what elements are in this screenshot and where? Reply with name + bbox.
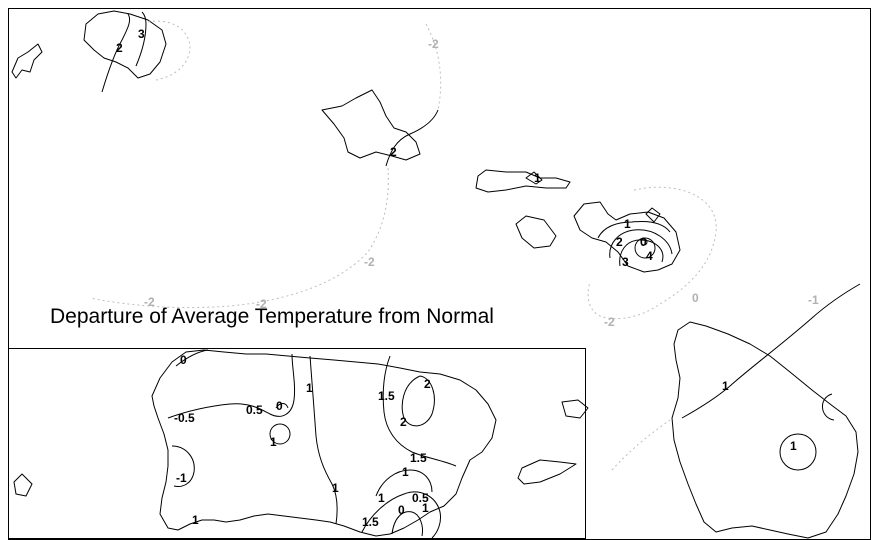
inset-label-k: 2 xyxy=(424,377,431,391)
label-maui-neg-a: 0 xyxy=(692,291,699,305)
inset-label-c: 0.5 xyxy=(246,403,263,417)
isotherm-oahu xyxy=(385,109,439,167)
hawaii-contour-labels: 2 3 -2 2 -2 -2 -2 1 1 2 3 4 0 0 -2 1 1 -… xyxy=(116,27,819,453)
inset-label-m: 1.5 xyxy=(410,451,427,465)
inset-label-q: 0 xyxy=(398,503,405,517)
label-kauai-b: 3 xyxy=(138,27,145,41)
isotherm-bigisland-b xyxy=(779,433,817,471)
inset-label-p: 1.5 xyxy=(362,515,379,529)
inset-label-f: 1 xyxy=(306,381,313,395)
inset-label-a: 0 xyxy=(180,353,187,367)
inset-iso-1-loop-a xyxy=(269,423,291,445)
label-molokai: 1 xyxy=(534,171,541,185)
label-maui-neg-b: -2 xyxy=(604,315,615,329)
big-island-bay xyxy=(822,393,835,421)
lanai-island xyxy=(515,215,557,249)
hawaii-isotherms xyxy=(101,11,861,471)
inset-label-b: -0.5 xyxy=(174,411,195,425)
inset-label-r: 0.5 xyxy=(412,491,429,505)
inset-iso-0-mid xyxy=(275,403,289,409)
hawaii-neg-isotherms xyxy=(89,20,717,471)
label-bigisland-neg: -1 xyxy=(808,293,819,307)
hawaii-coastlines xyxy=(11,10,859,539)
label-maui-c: 3 xyxy=(622,255,629,269)
isotherm-maui-e xyxy=(640,238,648,246)
inset-map xyxy=(8,348,589,539)
map-title: Departure of Average Temperature from No… xyxy=(50,305,494,328)
inset-label-d: 0 xyxy=(276,399,283,413)
label-bigisland-a: 1 xyxy=(722,379,729,393)
culebra-island xyxy=(561,399,589,419)
isotherm-maui-c xyxy=(619,239,664,267)
label-maui-d: 4 xyxy=(646,249,653,263)
inset-frame xyxy=(8,348,586,539)
label-maui-e: 0 xyxy=(640,235,647,249)
kahoolawe-island xyxy=(645,207,661,223)
kauai-island xyxy=(83,10,167,79)
inset-label-g: -1 xyxy=(176,471,187,485)
inset-iso-1-bottom xyxy=(375,469,433,497)
isotherm-kauai-b xyxy=(135,11,147,67)
label-niihau-dashed: -2 xyxy=(428,37,439,51)
neg-bigisland xyxy=(611,419,671,471)
label-oahu: 2 xyxy=(390,145,397,159)
inset-iso-neg05 xyxy=(167,353,296,419)
inset-iso-1-main xyxy=(309,355,338,525)
label-maui-a: 1 xyxy=(624,217,631,231)
inset-iso-0-top xyxy=(175,349,209,367)
inset-contour-labels: 0 -0.5 0.5 0 1 1 -1 1 1 1.5 2 2 1.5 1 1 … xyxy=(174,353,431,529)
isotherm-maui-b xyxy=(609,229,673,259)
label-kauai-a: 2 xyxy=(116,41,123,55)
inset-iso-15-bottom xyxy=(361,491,441,539)
niihau-island xyxy=(11,43,43,79)
inset-label-i: 1 xyxy=(332,481,339,495)
label-maui-b: 2 xyxy=(616,235,623,249)
inset-label-h: 1 xyxy=(192,513,199,527)
oahu-island xyxy=(321,89,421,161)
neg-ocean-arc xyxy=(89,167,389,309)
big-island xyxy=(671,321,859,539)
inset-label-n: 1 xyxy=(402,465,409,479)
isotherm-maui-a xyxy=(597,221,671,239)
inset-label-e: 1 xyxy=(270,435,277,449)
neg-kauai-circle xyxy=(147,20,191,81)
isotherm-kauai-a xyxy=(101,13,131,93)
inset-label-l: 2 xyxy=(400,415,407,429)
inset-iso-0-bottom xyxy=(391,511,423,537)
vieques-island xyxy=(517,459,577,485)
isotherm-bigisland-a xyxy=(681,283,861,419)
inset-iso-neg1-left xyxy=(171,445,195,487)
label-ocean-left-c: -2 xyxy=(144,295,155,309)
mona-island xyxy=(13,473,33,497)
inset-iso-15-left xyxy=(382,355,457,467)
kalaupapa xyxy=(525,171,543,185)
maui-island xyxy=(573,201,681,273)
label-bigisland-b: 1 xyxy=(790,439,797,453)
molokai-island xyxy=(475,169,571,193)
inset-label-s: 1 xyxy=(422,501,429,515)
label-ocean-left-a: -2 xyxy=(364,255,375,269)
inset-iso-2-loop xyxy=(401,375,435,427)
isotherm-maui-d xyxy=(634,237,656,259)
label-ocean-left-b: -2 xyxy=(256,297,267,311)
neg-maui-outer xyxy=(587,186,717,320)
inset-label-o: 1 xyxy=(378,491,385,505)
inset-label-j: 1.5 xyxy=(378,389,395,403)
